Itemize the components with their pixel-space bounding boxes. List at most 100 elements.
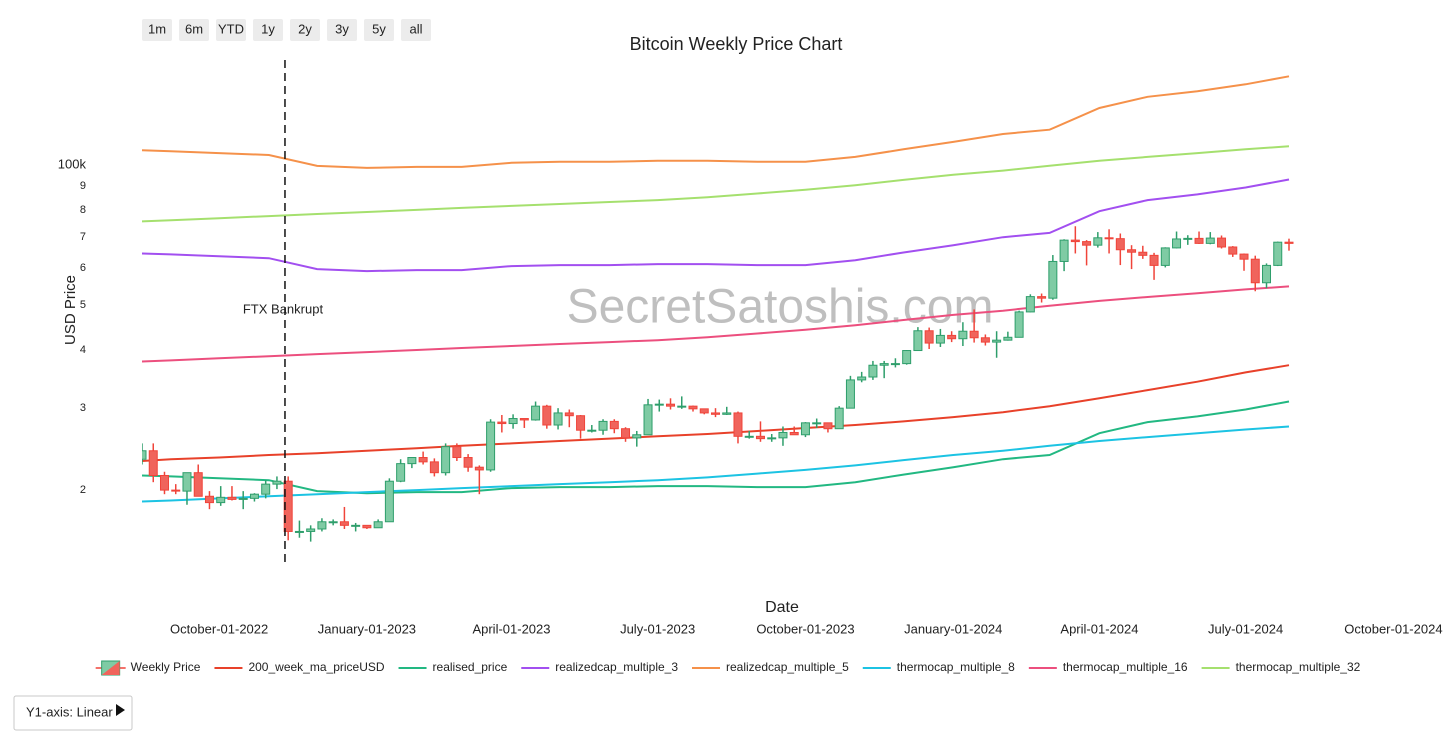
- x-tick-label: July-01-2024: [1208, 621, 1283, 636]
- candle-body: [1059, 239, 1069, 262]
- candle-body: [339, 521, 349, 526]
- candle-body: [328, 521, 338, 524]
- axis-dropdown[interactable]: Y1-axis: Linear: [13, 695, 133, 731]
- y-tick-label: 4: [80, 344, 86, 356]
- legend-label[interactable]: realised_price: [433, 660, 508, 674]
- candle-body: [294, 530, 304, 533]
- legend-item[interactable]: thermocap_multiple_8: [862, 660, 1015, 674]
- range-button-bg[interactable]: [142, 19, 172, 41]
- candle-body: [755, 435, 765, 440]
- range-button[interactable]: 5y: [364, 19, 394, 41]
- candle-body: [666, 403, 676, 407]
- dropdown-box[interactable]: [13, 695, 133, 731]
- legend-item[interactable]: Weekly Price: [95, 660, 201, 676]
- range-button-bg[interactable]: [290, 19, 320, 41]
- candle-body: [1205, 237, 1215, 244]
- range-button-label[interactable]: 6m: [185, 21, 203, 36]
- legend-label[interactable]: realizedcap_multiple_3: [555, 660, 678, 674]
- legend-item[interactable]: 200_week_ma_priceUSD: [214, 660, 385, 674]
- candle-body: [958, 330, 968, 340]
- legend-item[interactable]: realised_price: [398, 660, 508, 674]
- candle-body: [261, 483, 271, 495]
- dropdown-arrow[interactable]: [116, 704, 125, 716]
- candle-body: [142, 450, 147, 460]
- range-button[interactable]: 1m: [142, 19, 172, 41]
- candle-body: [362, 524, 372, 529]
- candle-body: [1228, 246, 1238, 255]
- y-tick-label: 9: [80, 180, 86, 192]
- range-button-label[interactable]: YTD: [218, 21, 244, 36]
- legend-label[interactable]: 200_week_ma_priceUSD: [248, 660, 384, 674]
- candle-body: [1104, 237, 1114, 240]
- candle-body: [216, 496, 226, 504]
- candle-body: [564, 412, 574, 417]
- legend-label[interactable]: thermocap_multiple_8: [897, 660, 1015, 674]
- series-line: [142, 285, 1290, 363]
- candle-body: [1037, 296, 1047, 299]
- legend-label[interactable]: thermocap_multiple_32: [1236, 660, 1361, 674]
- range-button[interactable]: 6m: [179, 19, 209, 41]
- y-tick-label: 3: [80, 402, 86, 414]
- range-button-label[interactable]: all: [409, 21, 422, 36]
- candle-body: [384, 480, 394, 523]
- x-tick-label: January-01-2024: [904, 621, 1002, 636]
- legend-item[interactable]: thermocap_multiple_16: [1028, 660, 1188, 674]
- candle-body: [992, 339, 1002, 343]
- legend-item[interactable]: realizedcap_multiple_3: [521, 660, 678, 674]
- range-button-label[interactable]: 3y: [335, 21, 349, 36]
- y-tick-label: 8: [80, 204, 86, 216]
- range-button[interactable]: YTD: [216, 19, 246, 41]
- candle-body: [1138, 251, 1148, 256]
- candle-body: [767, 437, 777, 440]
- candle-body: [699, 408, 709, 414]
- candle-body: [249, 493, 259, 499]
- candle-body: [924, 330, 934, 344]
- candle-body: [1172, 238, 1182, 249]
- legend-label[interactable]: thermocap_multiple_16: [1063, 660, 1188, 674]
- range-button-label[interactable]: 1y: [261, 21, 275, 36]
- candle-body: [519, 418, 529, 421]
- series-line: [142, 178, 1290, 273]
- range-button-label[interactable]: 5y: [372, 21, 386, 36]
- candle-body: [306, 528, 316, 532]
- x-tick-label: July-01-2023: [620, 621, 695, 636]
- candle-body: [744, 435, 754, 438]
- legend-item[interactable]: realizedcap_multiple_5: [692, 660, 849, 674]
- legend-item[interactable]: thermocap_multiple_32: [1201, 660, 1361, 674]
- range-button[interactable]: all: [401, 19, 431, 41]
- candle-body: [643, 404, 653, 436]
- range-button-label[interactable]: 2y: [298, 21, 312, 36]
- candle-body: [418, 457, 428, 463]
- range-button-bg[interactable]: [253, 19, 283, 41]
- candle-body: [1183, 237, 1193, 240]
- range-button-bg[interactable]: [401, 19, 431, 41]
- candle-body: [800, 422, 810, 436]
- series-line: [142, 364, 1290, 462]
- series-line: [142, 425, 1290, 503]
- range-button-label[interactable]: 1m: [148, 21, 166, 36]
- range-button[interactable]: 3y: [327, 19, 357, 41]
- legend-label[interactable]: Weekly Price: [131, 660, 201, 674]
- candle-body: [238, 497, 248, 500]
- candle-body: [171, 489, 181, 492]
- legend-swatch[interactable]: [101, 661, 120, 675]
- range-button-bg[interactable]: [327, 19, 357, 41]
- range-button[interactable]: 1y: [253, 19, 283, 41]
- x-tick-label: January-01-2023: [318, 621, 416, 636]
- candle-body: [969, 330, 979, 339]
- candle-body: [1239, 253, 1249, 260]
- candle-body: [148, 450, 158, 476]
- candle-body: [688, 405, 698, 410]
- range-button[interactable]: 2y: [290, 19, 320, 41]
- candle-body: [317, 521, 327, 530]
- range-button-bg[interactable]: [364, 19, 394, 41]
- chart-title: Bitcoin Weekly Price Chart: [630, 34, 843, 54]
- candle-body: [542, 405, 552, 426]
- range-button-bg[interactable]: [216, 19, 246, 41]
- legend-label[interactable]: realizedcap_multiple_5: [726, 660, 849, 674]
- candle-body: [1127, 249, 1137, 253]
- series-line: [142, 75, 1290, 169]
- range-button-bg[interactable]: [179, 19, 209, 41]
- dropdown-label[interactable]: Y1-axis: Linear: [26, 704, 113, 719]
